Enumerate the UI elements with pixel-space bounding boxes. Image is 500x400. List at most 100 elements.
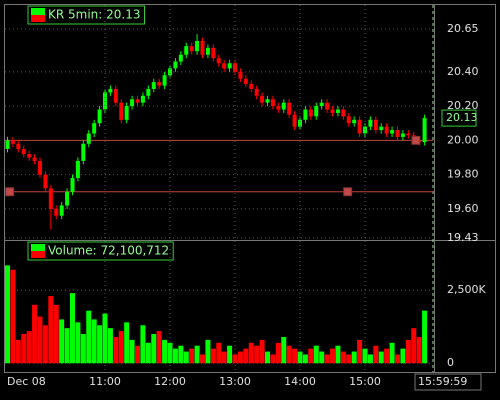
volume-bar — [330, 348, 335, 364]
volume-bar — [254, 345, 260, 364]
legend-swatch-down — [31, 15, 45, 22]
candle-body — [422, 118, 427, 143]
candle-body — [92, 123, 97, 134]
volume-bar — [32, 304, 38, 364]
volume-bar — [59, 319, 65, 364]
candle-body — [119, 102, 124, 120]
alert-marker — [5, 187, 15, 197]
candle-body — [373, 119, 378, 131]
volume-bar — [48, 296, 54, 364]
volume-bar — [221, 351, 227, 364]
x-tick-label: 15:59:59 — [418, 375, 467, 388]
volume-bar — [243, 348, 249, 364]
candle-body — [303, 109, 308, 120]
candle-body — [216, 58, 221, 64]
volume-bar — [135, 345, 140, 364]
candle-body — [103, 92, 107, 110]
volume-panel — [4, 240, 496, 373]
candle-body — [238, 71, 243, 79]
candle-body — [287, 102, 292, 115]
candle-body — [5, 140, 10, 149]
candle-body — [363, 126, 367, 134]
alert-marker — [343, 187, 353, 197]
candle-body — [189, 46, 194, 52]
candle-body — [260, 95, 265, 103]
candle-body — [205, 47, 210, 55]
volume-bar — [286, 345, 292, 364]
candle-body — [341, 109, 346, 117]
candle-body — [195, 40, 200, 52]
volume-bar — [21, 334, 27, 364]
volume-bar — [248, 342, 254, 364]
candle-body — [54, 208, 59, 216]
volume-bar — [75, 322, 81, 364]
candle-body — [151, 82, 156, 89]
y-tick-label: 20.00 — [447, 133, 479, 146]
volume-bar — [113, 336, 119, 364]
y-tick-label: 20.65 — [447, 22, 479, 35]
candle-body — [346, 116, 351, 124]
candle-body — [233, 63, 237, 72]
candle-body — [395, 130, 400, 137]
x-tick-label: 11:00 — [89, 375, 121, 388]
volume-bar — [411, 328, 417, 364]
candle-body — [130, 99, 135, 107]
legend-box — [27, 241, 174, 261]
candle-body — [249, 83, 254, 89]
volume-bar — [102, 313, 108, 364]
volume-bar — [237, 351, 243, 364]
candle-body — [157, 82, 162, 86]
legend-title: Volume: 72,100,712 — [48, 244, 169, 258]
volume-bar — [124, 322, 130, 364]
candle-body — [270, 99, 275, 107]
candle-body — [265, 99, 270, 103]
candle-body — [43, 174, 48, 189]
volume-bar — [297, 351, 303, 364]
volume-bar — [292, 348, 298, 364]
volume-bar — [86, 310, 92, 364]
candle-body — [276, 106, 281, 110]
candle-body — [335, 109, 340, 113]
volume-bar — [400, 348, 406, 364]
legend-box — [27, 5, 145, 25]
candle-body — [243, 78, 248, 84]
volume-bar — [53, 304, 59, 364]
candle-body — [384, 126, 389, 134]
candle-body — [298, 119, 302, 127]
volume-bar — [118, 331, 124, 364]
candle-body — [281, 102, 286, 110]
volume-bar — [162, 339, 168, 364]
candle-body — [400, 133, 405, 137]
candle-body — [108, 88, 113, 93]
volume-bar — [395, 354, 400, 364]
candle-body — [162, 75, 167, 86]
current-time-box — [414, 373, 482, 391]
volume-bar — [80, 334, 86, 364]
candle-body — [292, 114, 297, 127]
candle-body — [308, 109, 313, 117]
candle-body — [27, 154, 32, 158]
candle-body — [81, 143, 86, 161]
volume-bar — [167, 342, 173, 364]
volume-bar — [64, 328, 70, 364]
candle-body — [319, 102, 324, 107]
candle-body — [48, 188, 53, 209]
x-tick-label: 12:00 — [154, 375, 186, 388]
candle-body — [325, 102, 330, 110]
candle-body — [113, 88, 118, 103]
volume-bar — [351, 351, 357, 364]
volume-bar — [70, 293, 75, 364]
candle-body — [379, 126, 384, 131]
candle-body — [330, 109, 335, 113]
alert-marker — [411, 135, 421, 145]
volume-bar — [91, 319, 97, 364]
candle-body — [38, 160, 42, 175]
volume-bar — [129, 339, 135, 364]
volume-bar — [172, 348, 178, 364]
volume-bar — [308, 348, 314, 364]
volume-bar — [422, 310, 428, 364]
candle-body — [314, 106, 319, 117]
candle-body — [21, 148, 26, 155]
candle-body — [254, 88, 259, 96]
